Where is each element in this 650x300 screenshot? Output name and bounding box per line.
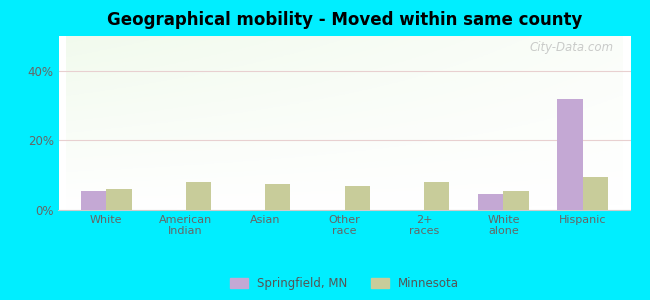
Bar: [344, 186, 370, 210]
Legend: Springfield, MN, Minnesota: Springfield, MN, Minnesota: [225, 272, 464, 295]
Bar: [583, 177, 608, 210]
Bar: [478, 194, 503, 210]
Bar: [186, 182, 211, 210]
Bar: [81, 191, 106, 210]
Text: City-Data.com: City-Data.com: [529, 41, 614, 54]
Bar: [265, 184, 291, 210]
Bar: [558, 99, 583, 210]
Bar: [106, 189, 131, 210]
Bar: [503, 191, 529, 210]
Title: Geographical mobility - Moved within same county: Geographical mobility - Moved within sam…: [107, 11, 582, 29]
Bar: [424, 182, 449, 210]
